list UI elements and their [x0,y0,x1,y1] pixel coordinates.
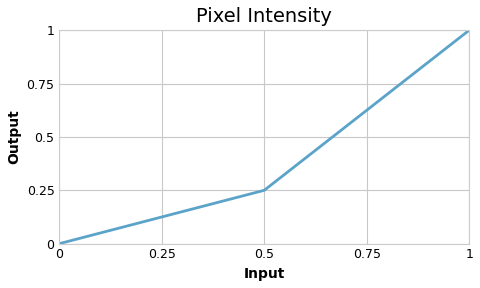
Y-axis label: Output: Output [7,109,21,164]
Title: Pixel Intensity: Pixel Intensity [196,7,332,26]
X-axis label: Input: Input [243,267,285,281]
